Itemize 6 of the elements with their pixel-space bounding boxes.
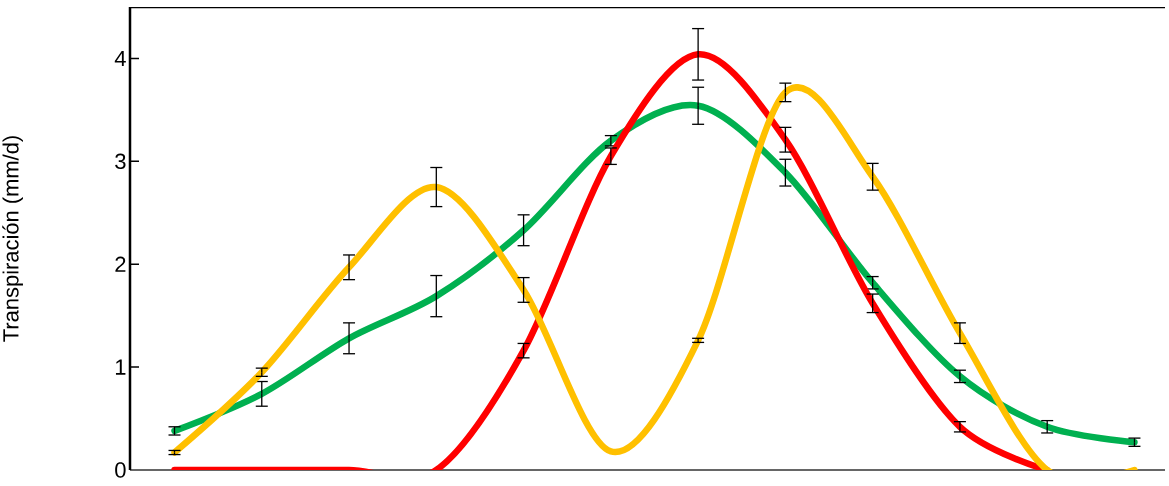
y-axis-title: Transpiración (mm/d) xyxy=(2,136,23,342)
y-tick-label: 3 xyxy=(115,153,126,170)
y-tick-label: 4 xyxy=(114,50,126,66)
y-tick-label: 0 xyxy=(115,462,126,478)
y-tick-label: 2 xyxy=(115,256,126,272)
y-tick-label: 1 xyxy=(115,359,126,375)
